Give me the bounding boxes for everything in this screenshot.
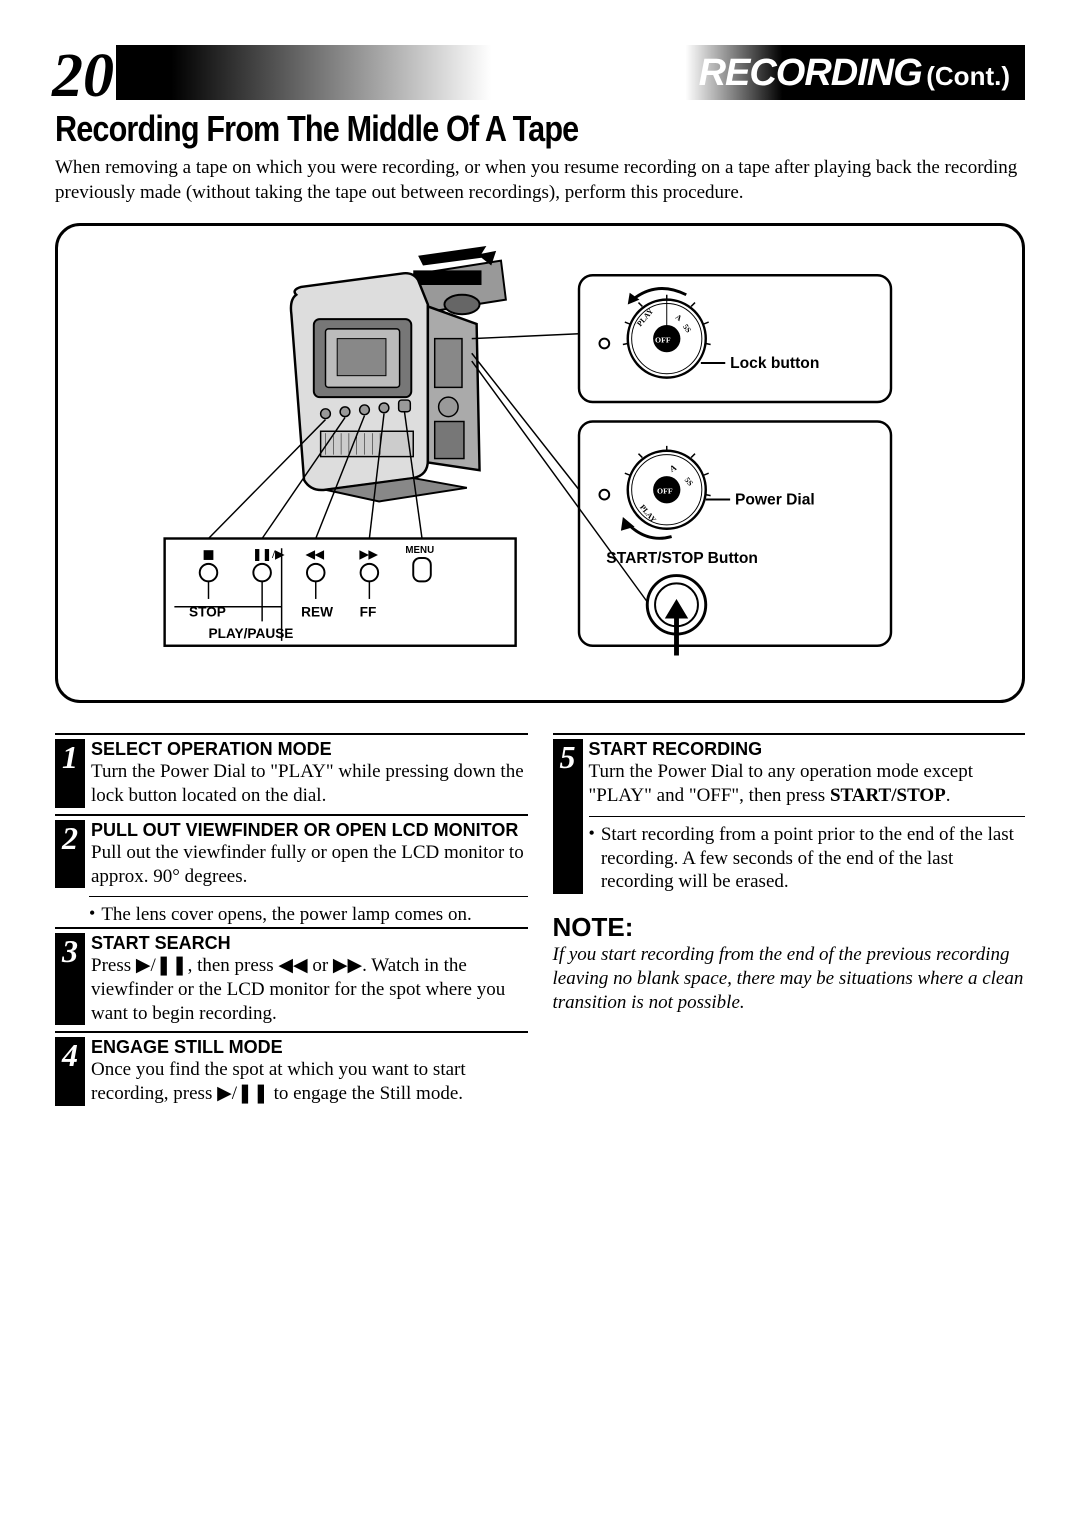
- step-4: 4 ENGAGE STILL MODE Once you find the sp…: [55, 1031, 528, 1106]
- note-text: If you start recording from the end of t…: [553, 943, 1026, 1014]
- step-5: 5 START RECORDING Turn the Power Dial to…: [553, 733, 1026, 894]
- header-section: RECORDING (Cont.): [699, 52, 1010, 95]
- bullet-text: The lens cover opens, the power lamp com…: [101, 903, 471, 927]
- step-title: START RECORDING: [589, 739, 1026, 760]
- note-title: NOTE:: [553, 912, 1026, 943]
- steps-container: 1 SELECT OPERATION MODE Turn the Power D…: [55, 733, 1025, 1112]
- step-content: START SEARCH Press ▶/❚❚, then press ◀◀ o…: [91, 933, 528, 1025]
- step-text: Press ▶/❚❚, then press ◀◀ or ▶▶. Watch i…: [91, 954, 528, 1025]
- intro-paragraph: When removing a tape on which you were r…: [55, 156, 1025, 205]
- step-1: 1 SELECT OPERATION MODE Turn the Power D…: [55, 733, 528, 808]
- right-column: 5 START RECORDING Turn the Power Dial to…: [553, 733, 1026, 1112]
- step-title: ENGAGE STILL MODE: [91, 1037, 528, 1058]
- step-title: PULL OUT VIEWFINDER OR OPEN LCD MONITOR: [91, 820, 528, 841]
- step-number: 2: [55, 820, 85, 889]
- step-2-bullet: • The lens cover opens, the power lamp c…: [89, 896, 528, 927]
- manual-page: 20 EN RECORDING (Cont.) Recording From T…: [0, 0, 1080, 1157]
- rew-label: REW: [301, 605, 333, 620]
- step-5-text-b: START/STOP: [830, 785, 946, 806]
- step-number: 3: [55, 933, 85, 1025]
- header-recording: RECORDING: [699, 52, 922, 94]
- svg-text:◀◀: ◀◀: [305, 548, 325, 561]
- step-5-bullet: • Start recording from a point prior to …: [589, 816, 1026, 894]
- start-stop-label: START/STOP Button: [606, 550, 758, 567]
- diagram-box: OFF PLAY A 5S Lock button: [55, 223, 1025, 703]
- step-2: 2 PULL OUT VIEWFINDER OR OPEN LCD MONITO…: [55, 814, 528, 889]
- step-text: Once you find the spot at which you want…: [91, 1058, 528, 1106]
- lock-button-label: Lock button: [730, 355, 819, 372]
- step-content: ENGAGE STILL MODE Once you find the spot…: [91, 1037, 528, 1106]
- step-title: SELECT OPERATION MODE: [91, 739, 528, 760]
- step-3: 3 START SEARCH Press ▶/❚❚, then press ◀◀…: [55, 927, 528, 1025]
- stop-label: STOP: [189, 605, 226, 620]
- svg-text:MENU: MENU: [405, 546, 434, 557]
- lock-button-callout: OFF PLAY A 5S Lock button: [579, 276, 891, 403]
- svg-text:OFF: OFF: [655, 336, 671, 345]
- step-text: Pull out the viewfinder fully or open th…: [91, 841, 528, 889]
- step-number: 1: [55, 739, 85, 808]
- svg-text:▶▶: ▶▶: [359, 548, 379, 561]
- svg-text:❚❚/▶: ❚❚/▶: [252, 548, 285, 562]
- step-number: 5: [553, 739, 583, 894]
- step-content: SELECT OPERATION MODE Turn the Power Dia…: [91, 739, 528, 808]
- header-continued: (Cont.): [926, 61, 1010, 91]
- step-number: 4: [55, 1037, 85, 1106]
- play-pause-label: PLAY/PAUSE: [208, 626, 293, 641]
- section-title: Recording From The Middle Of A Tape: [55, 108, 880, 150]
- step-title: START SEARCH: [91, 933, 528, 954]
- bullet-dot: •: [589, 823, 595, 894]
- button-panel-callout: ❚❚/▶ ◀◀ ▶▶ MENU STOP REW FF PLAY/PAUSE: [165, 539, 516, 646]
- page-number: 20: [50, 41, 116, 112]
- step-content: START RECORDING Turn the Power Dial to a…: [589, 739, 1026, 894]
- camera-diagram: OFF PLAY A 5S Lock button: [73, 246, 1007, 675]
- power-dial-callout: OFF PLAY A 5S Power Dial START/STOP Butt…: [579, 422, 891, 656]
- camera-illustration: [291, 246, 506, 501]
- ff-label: FF: [360, 605, 377, 620]
- step-text: Turn the Power Dial to "PLAY" while pres…: [91, 760, 528, 808]
- step-content: PULL OUT VIEWFINDER OR OPEN LCD MONITOR …: [91, 820, 528, 889]
- step-5-text-c: .: [946, 785, 951, 806]
- step-text: Turn the Power Dial to any operation mod…: [589, 760, 1026, 808]
- header-bar: 20 EN RECORDING (Cont.): [55, 45, 1025, 100]
- power-dial-label: Power Dial: [735, 492, 815, 509]
- page-language: EN: [135, 74, 166, 100]
- bullet-dot: •: [89, 903, 95, 927]
- left-column: 1 SELECT OPERATION MODE Turn the Power D…: [55, 733, 528, 1112]
- svg-text:OFF: OFF: [657, 487, 673, 496]
- bullet-text: Start recording from a point prior to th…: [601, 823, 1025, 894]
